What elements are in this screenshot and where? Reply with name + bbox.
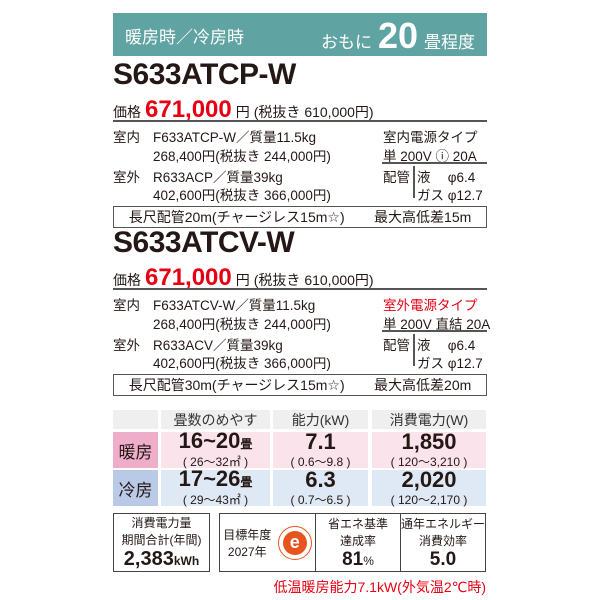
area-range: ( 26～32㎡ ) bbox=[182, 455, 249, 469]
pipe-label: 配管 bbox=[383, 338, 410, 353]
power-spec: 単 200V 直結 20A bbox=[383, 317, 491, 332]
outdoor-label: 室外 bbox=[113, 170, 140, 185]
price-yen: 円 bbox=[235, 272, 250, 288]
row-label: 暖房 bbox=[113, 432, 158, 468]
power-cell: 1,850( 120～3,210 ) bbox=[372, 428, 486, 469]
outdoor-price: 402,600円(税抜き 366,000円) bbox=[153, 356, 331, 371]
max-height: 最大高低差15m bbox=[374, 209, 472, 225]
pipe-gas: ガス φ12.7 bbox=[417, 356, 483, 371]
capacity-value: 6.3 bbox=[305, 466, 336, 492]
divider bbox=[382, 162, 487, 164]
table-corner bbox=[113, 410, 158, 429]
achieve-label-2: 達成率 bbox=[339, 533, 376, 548]
tatami-unit: 畳 bbox=[240, 437, 253, 451]
price-value: 671,000 bbox=[145, 264, 232, 291]
price-value: 671,000 bbox=[145, 96, 232, 123]
indoor-price: 268,400円(税抜き 244,000円) bbox=[153, 149, 331, 164]
tatami-number: 20 bbox=[377, 15, 418, 56]
divider bbox=[113, 120, 487, 122]
achieve-label: 省エネ基準 bbox=[327, 516, 388, 531]
capacity-range: ( 0.7～6.5 ) bbox=[290, 492, 351, 507]
pipe-gas: ガス φ12.7 bbox=[417, 188, 483, 203]
max-height: 最大高低差20m bbox=[374, 377, 472, 393]
energy-saving-logo-icon: e bbox=[277, 525, 312, 560]
apf-label: 通年エネルギー bbox=[401, 516, 486, 531]
capacity-cell: 7.1( 0.6～9.8 ) bbox=[273, 428, 368, 469]
divider bbox=[113, 288, 487, 290]
header-band: 暖房時／冷房時 おもに 20 畳程度 bbox=[113, 13, 487, 56]
outdoor-label: 室外 bbox=[113, 338, 140, 353]
indoor-price: 268,400円(税抜き 244,000円) bbox=[153, 317, 331, 332]
indoor-model: F633ATCV-W／質量11.5kg bbox=[153, 298, 316, 313]
season-label: 暖房時／冷房時 bbox=[125, 28, 244, 47]
room-size: おもに 20 畳程度 bbox=[321, 15, 475, 57]
header-capacity: 能力(kW) bbox=[273, 410, 368, 429]
achieve-unit: % bbox=[363, 553, 374, 568]
mainly-label: おもに bbox=[320, 33, 372, 52]
energy-box: 目標年度 2027年 e 省エネ基準 達成率 81% 通年エネルギー 消費効率 5… bbox=[219, 513, 486, 572]
power-range: ( 120～3,210 ) bbox=[390, 454, 468, 469]
annual-label: 消費電力量 bbox=[131, 516, 192, 530]
header-power: 消費電力(W) bbox=[372, 410, 486, 429]
achieve-value: 81 bbox=[342, 548, 364, 570]
price-label: 価格 bbox=[113, 272, 141, 288]
pipe-liquid: 液 φ6.4 bbox=[417, 338, 476, 353]
price-excl-tax: (税抜き 610,000円) bbox=[253, 104, 374, 120]
header-tatami: 畳数のめやす bbox=[161, 410, 270, 429]
footnote: 低温暖房能力7.1kW(外気温2℃時) bbox=[273, 579, 486, 595]
long-pipe: 長尺配管20m(チャージレス15m☆) bbox=[128, 209, 345, 225]
capacity-range: ( 0.6～9.8 ) bbox=[290, 454, 351, 469]
outdoor-model: R633ACP／質量39kg bbox=[153, 170, 283, 185]
power-spec: 単 200V ⓘ 20A bbox=[383, 149, 477, 164]
annual-value: 2,383 bbox=[123, 548, 174, 570]
target-year-cell: 目標年度 2027年 e bbox=[220, 514, 316, 571]
pipe-liquid: 液 φ6.4 bbox=[417, 170, 476, 185]
outdoor-model: R633ACV／質量39kg bbox=[153, 338, 283, 353]
power-value: 1,850 bbox=[401, 428, 457, 454]
tatami-cell: 16~20畳 ( 26～32㎡ ) bbox=[161, 430, 270, 469]
model-name: S633ATCV-W bbox=[113, 226, 295, 259]
divider bbox=[382, 330, 487, 332]
divider bbox=[413, 334, 415, 366]
apf-label-2: 消費効率 bbox=[418, 533, 467, 548]
capacity-cell: 6.3( 0.7～6.5 ) bbox=[273, 466, 368, 507]
annual-unit: kWh bbox=[173, 554, 200, 568]
long-pipe: 長尺配管30m(チャージレス15m☆) bbox=[128, 377, 345, 393]
power-type: 室外電源タイプ bbox=[383, 298, 478, 313]
achievement-cell: 省エネ基準 達成率 81% bbox=[316, 514, 401, 571]
tatami-unit: 畳 bbox=[240, 475, 253, 489]
power-range: ( 120～2,170 ) bbox=[390, 492, 468, 507]
indoor-label: 室内 bbox=[113, 298, 140, 313]
pipe-spec-box: 長尺配管30m(チャージレス15m☆) 最大高低差20m bbox=[113, 374, 487, 396]
pipe-label: 配管 bbox=[383, 170, 410, 185]
tatami-cell: 17~26畳 ( 29～43㎡ ) bbox=[161, 468, 270, 507]
indoor-label: 室内 bbox=[113, 130, 140, 145]
tatami-unit: 畳程度 bbox=[424, 33, 475, 52]
tatami-value: 16~20 bbox=[178, 428, 241, 453]
power-value: 2,020 bbox=[401, 466, 457, 492]
power-type: 室内電源タイプ bbox=[383, 130, 478, 145]
annual-label-2: 期間合計(年間) bbox=[121, 533, 202, 547]
target-label: 目標年度 bbox=[223, 527, 272, 542]
price-line: 価格 671,000 円 (税抜き 610,000円) bbox=[113, 96, 374, 124]
row-label: 冷房 bbox=[113, 470, 158, 506]
pipe-spec-box: 長尺配管20m(チャージレス15m☆) 最大高低差15m bbox=[113, 206, 487, 228]
indoor-model: F633ATCP-W／質量11.5kg bbox=[153, 130, 317, 145]
model-name: S633ATCP-W bbox=[113, 58, 296, 91]
apf-cell: 通年エネルギー 消費効率 5.0 bbox=[401, 514, 485, 571]
apf-value: 5.0 bbox=[429, 548, 457, 570]
price-yen: 円 bbox=[235, 104, 250, 120]
outdoor-price: 402,600円(税抜き 366,000円) bbox=[153, 188, 331, 203]
price-excl-tax: (税抜き 610,000円) bbox=[253, 272, 374, 288]
price-line: 価格 671,000 円 (税抜き 610,000円) bbox=[113, 264, 374, 292]
capacity-value: 7.1 bbox=[305, 428, 336, 454]
tatami-value: 17~26 bbox=[178, 466, 241, 491]
divider bbox=[413, 166, 415, 198]
area-range: ( 29～43㎡ ) bbox=[182, 493, 249, 507]
power-cell: 2,020( 120～2,170 ) bbox=[372, 466, 486, 507]
target-year: 2027年 bbox=[227, 544, 267, 559]
annual-consumption-box: 消費電力量 期間合計(年間) 2,383kWh bbox=[113, 513, 210, 572]
logo-letter: e bbox=[282, 530, 307, 555]
price-label: 価格 bbox=[113, 104, 141, 120]
